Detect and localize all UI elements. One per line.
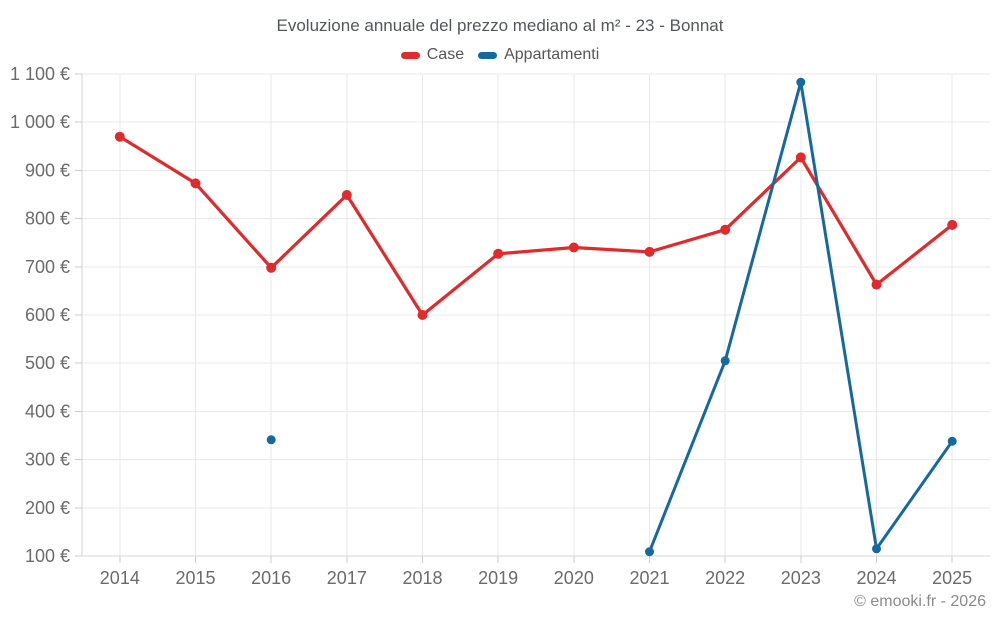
x-tick-label: 2016 <box>251 568 291 588</box>
data-point-case-2025[interactable] <box>947 219 958 230</box>
y-tick-label: 200 € <box>25 498 70 518</box>
y-tick-label: 400 € <box>25 401 70 421</box>
y-tick-label: 100 € <box>25 546 70 566</box>
y-tick-label: 800 € <box>25 209 70 229</box>
data-point-case-2019[interactable] <box>493 248 504 259</box>
data-point-case-2020[interactable] <box>568 242 579 253</box>
y-tick-label: 700 € <box>25 257 70 277</box>
x-tick-label: 2018 <box>402 568 442 588</box>
x-tick-label: 2019 <box>478 568 518 588</box>
data-point-case-2023[interactable] <box>795 152 806 163</box>
legend-swatch-case <box>400 51 420 59</box>
data-point-appartamenti-2022[interactable] <box>720 356 730 366</box>
data-point-appartamenti-2024[interactable] <box>872 544 881 554</box>
copyright-credit: © emooki.fr - 2026 <box>854 593 986 610</box>
data-point-appartamenti-2016[interactable] <box>266 435 276 445</box>
y-tick-label: 900 € <box>25 160 70 180</box>
data-point-case-2018[interactable] <box>417 310 428 320</box>
data-point-case-2014[interactable] <box>114 131 125 142</box>
data-point-case-2021[interactable] <box>644 246 655 257</box>
data-point-case-2022[interactable] <box>720 224 731 235</box>
x-tick-label: 2020 <box>554 568 594 588</box>
data-point-case-2015[interactable] <box>190 178 201 189</box>
x-tick-label: 2025 <box>932 568 972 588</box>
data-point-appartamenti-2025[interactable] <box>947 436 957 446</box>
x-tick-label: 2021 <box>629 568 669 588</box>
legend-label-case: Case <box>426 46 465 63</box>
data-point-case-2016[interactable] <box>266 262 277 273</box>
y-tick-label: 600 € <box>25 305 70 325</box>
legend-item-case[interactable]: Case <box>400 46 465 64</box>
x-tick-label: 2023 <box>781 568 821 588</box>
data-point-case-2017[interactable] <box>341 190 352 200</box>
legend-item-appartamenti[interactable]: Appartamenti <box>478 46 599 64</box>
y-tick-label: 500 € <box>25 353 70 373</box>
data-point-appartamenti-2021[interactable] <box>645 547 654 557</box>
data-point-appartamenti-2023[interactable] <box>796 77 806 87</box>
y-tick-label: 300 € <box>25 450 70 470</box>
x-tick-label: 2024 <box>856 568 896 588</box>
legend-swatch-appartamenti <box>478 51 498 59</box>
x-tick-label: 2015 <box>175 568 215 588</box>
y-tick-label: 1 000 € <box>10 112 70 132</box>
x-tick-label: 2014 <box>100 568 140 588</box>
y-tick-label: 1 100 € <box>10 64 70 84</box>
x-tick-label: 2022 <box>705 568 745 588</box>
series-line-case <box>118 135 954 317</box>
legend-label-appartamenti: Appartamenti <box>504 46 600 63</box>
chart-title: Evoluzione annuale del prezzo mediano al… <box>276 16 724 35</box>
data-point-case-2024[interactable] <box>871 279 882 290</box>
x-tick-label: 2017 <box>327 568 367 588</box>
legend: Case Appartamenti <box>0 46 1000 64</box>
